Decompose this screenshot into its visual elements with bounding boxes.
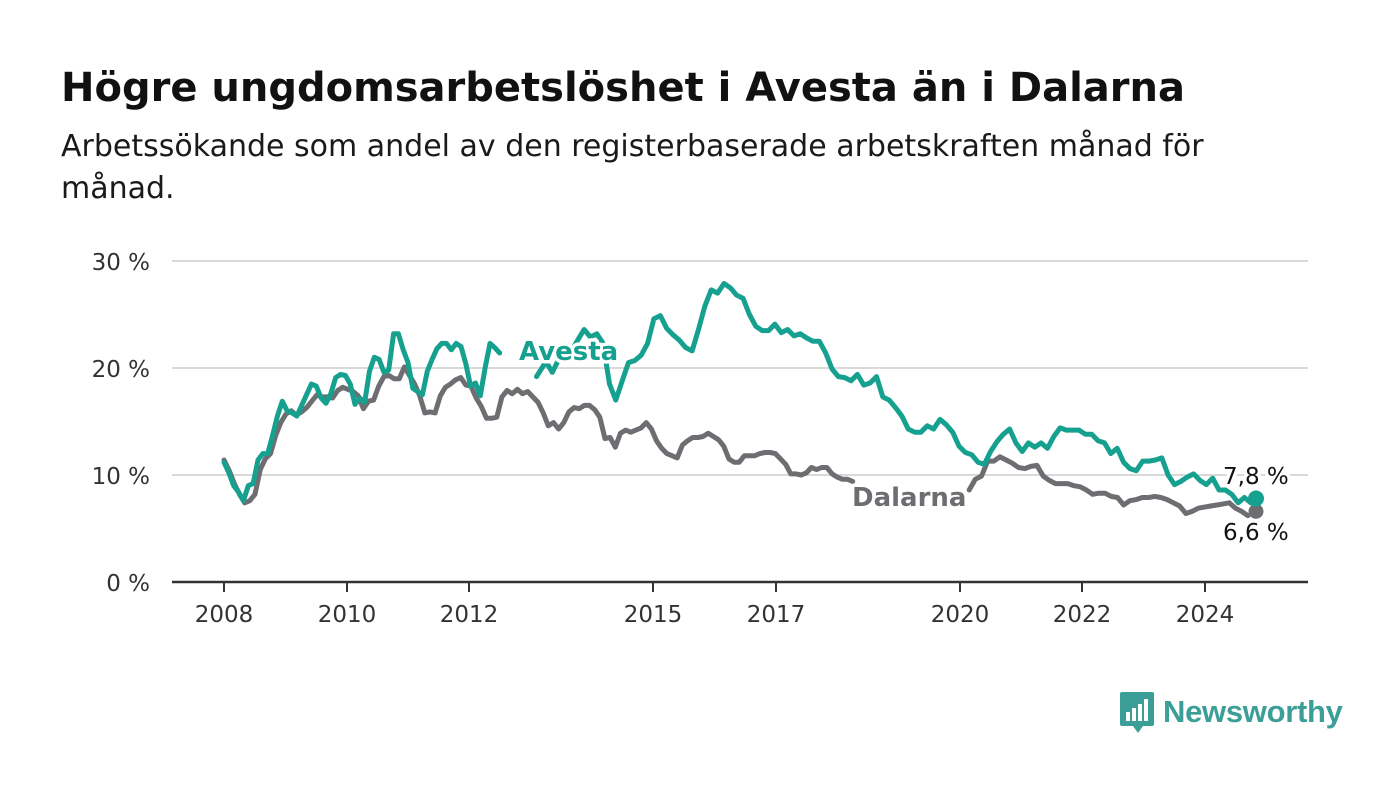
chart-title: Högre ungdomsarbetslöshet i Avesta än i … bbox=[61, 65, 1185, 111]
y-tick-label: 0 % bbox=[106, 571, 150, 597]
x-tick-label: 2015 bbox=[624, 602, 683, 628]
x-tick-label: 2020 bbox=[931, 602, 990, 628]
end-point-avesta bbox=[1248, 490, 1264, 507]
x-tick-label: 2008 bbox=[195, 602, 254, 628]
axes: 0 % 10 % 20 % 30 % 2008 2010 2012 2015 2017 2020 2… bbox=[92, 250, 1308, 628]
x-tick-label: 2022 bbox=[1053, 602, 1112, 628]
end-label-avesta-halo: 7,8 % bbox=[1223, 464, 1289, 490]
end-label-dalarna-halo: 6,6 % bbox=[1223, 520, 1289, 546]
end-label-dalarna: 6,6 % bbox=[1223, 520, 1289, 546]
y-tick-label: 30 % bbox=[92, 250, 150, 276]
series-lines bbox=[221, 281, 1264, 519]
series-line-avesta bbox=[221, 331, 503, 504]
series-label-dalarna-halo: Dalarna bbox=[852, 483, 966, 513]
bar-chart-speech-bubble-icon bbox=[1120, 692, 1154, 733]
newsworthy-logo: Newsworthy bbox=[1119, 690, 1343, 734]
series-label-dalarna: Dalarna bbox=[852, 483, 966, 513]
y-tick-label: 10 % bbox=[92, 464, 150, 490]
series-label-avesta-halo: Avesta bbox=[519, 337, 618, 367]
series-label-avesta: Avesta bbox=[519, 337, 618, 367]
series-line-dalarna bbox=[966, 454, 1251, 519]
grid-lines bbox=[172, 260, 1308, 476]
series-line-avesta bbox=[534, 281, 1260, 506]
end-label-avesta: 7,8 % bbox=[1223, 464, 1289, 490]
y-tick-label: 20 % bbox=[92, 357, 150, 383]
chart-subtitle: Arbetssökande som andel av den registerb… bbox=[61, 129, 1204, 206]
x-tick-label: 2024 bbox=[1176, 602, 1235, 628]
end-point-dalarna bbox=[1248, 503, 1264, 519]
x-tick-label: 2017 bbox=[747, 602, 806, 628]
brand-name: Newsworthy bbox=[1163, 694, 1343, 729]
x-tick-label: 2010 bbox=[318, 602, 377, 628]
x-tick-label: 2012 bbox=[440, 602, 499, 628]
